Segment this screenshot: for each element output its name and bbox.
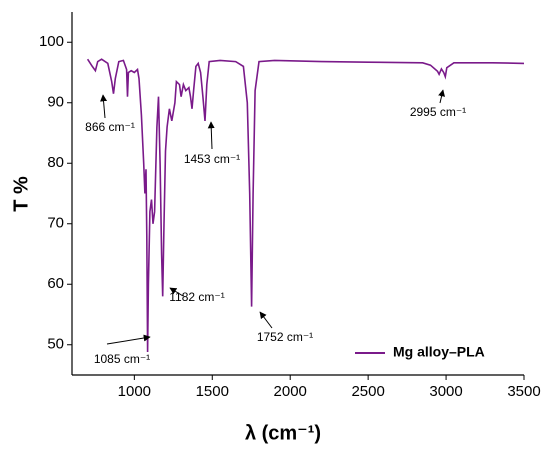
legend-label: Mg alloy–PLA: [393, 344, 485, 360]
annotation-arrow: [438, 89, 445, 104]
x-tick-label: 2500: [351, 383, 384, 400]
annotation: 1752 cm⁻¹: [257, 330, 313, 344]
x-tick-label: 1500: [196, 383, 229, 400]
y-tick-label: 60: [47, 275, 64, 292]
annotation-arrow: [207, 121, 215, 150]
x-tick-label: 2000: [274, 383, 307, 400]
y-axis-label: T %: [10, 176, 32, 212]
x-tick-label: 3500: [507, 383, 540, 400]
annotation-arrow: [259, 311, 273, 329]
spectrum-line: [86, 58, 525, 353]
annotation: 2995 cm⁻¹: [410, 105, 466, 119]
x-tick-label: 1000: [118, 383, 151, 400]
y-tick-label: 100: [39, 33, 64, 50]
x-axis-label: λ (cm⁻¹): [245, 422, 321, 444]
annotation-arrow: [169, 287, 184, 297]
annotation: 1182 cm⁻¹: [169, 290, 224, 304]
y-tick-label: 90: [47, 94, 64, 111]
annotation: 1453 cm⁻¹: [184, 152, 240, 166]
y-tick-label: 80: [47, 154, 64, 171]
annotation: 1085 cm⁻¹: [94, 352, 150, 366]
y-tick-label: 70: [47, 215, 64, 232]
y-tick-label: 50: [47, 336, 64, 353]
x-tick-label: 3000: [429, 383, 462, 400]
annotation-arrow: [106, 334, 151, 345]
annotation: 866 cm⁻¹: [85, 120, 135, 134]
annotation-arrow: [100, 94, 108, 119]
